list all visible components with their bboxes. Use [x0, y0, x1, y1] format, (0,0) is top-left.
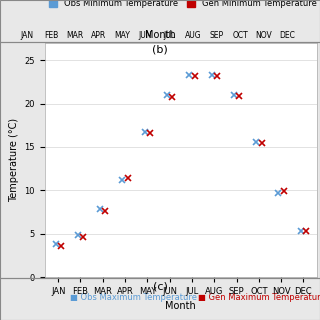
Y-axis label: Temperature (°C): Temperature (°C) [9, 118, 19, 202]
Text: AUG: AUG [185, 30, 201, 40]
Legend: Obs Minimum Temperature, Gen Minimum Temperature: Obs Minimum Temperature, Gen Minimum Tem… [42, 0, 320, 11]
Text: APR: APR [91, 30, 106, 40]
Text: SEP: SEP [210, 30, 224, 40]
Text: NOV: NOV [256, 30, 272, 40]
Text: Month: Month [145, 29, 175, 40]
Text: (c): (c) [153, 282, 167, 292]
Text: FEB: FEB [44, 30, 58, 40]
Text: MAR: MAR [66, 30, 83, 40]
Text: DEC: DEC [280, 30, 296, 40]
Text: ■ Obs Maximum Temperature: ■ Obs Maximum Temperature [70, 292, 197, 302]
Text: JUN: JUN [139, 30, 152, 40]
X-axis label: Month: Month [165, 301, 196, 311]
Text: (b): (b) [152, 45, 168, 55]
Text: ■ Gen Maximum Temperature: ■ Gen Maximum Temperature [198, 292, 320, 302]
Text: OCT: OCT [232, 30, 248, 40]
Text: JAN: JAN [20, 30, 34, 40]
Text: JUL: JUL [163, 30, 175, 40]
Text: MAY: MAY [114, 30, 130, 40]
